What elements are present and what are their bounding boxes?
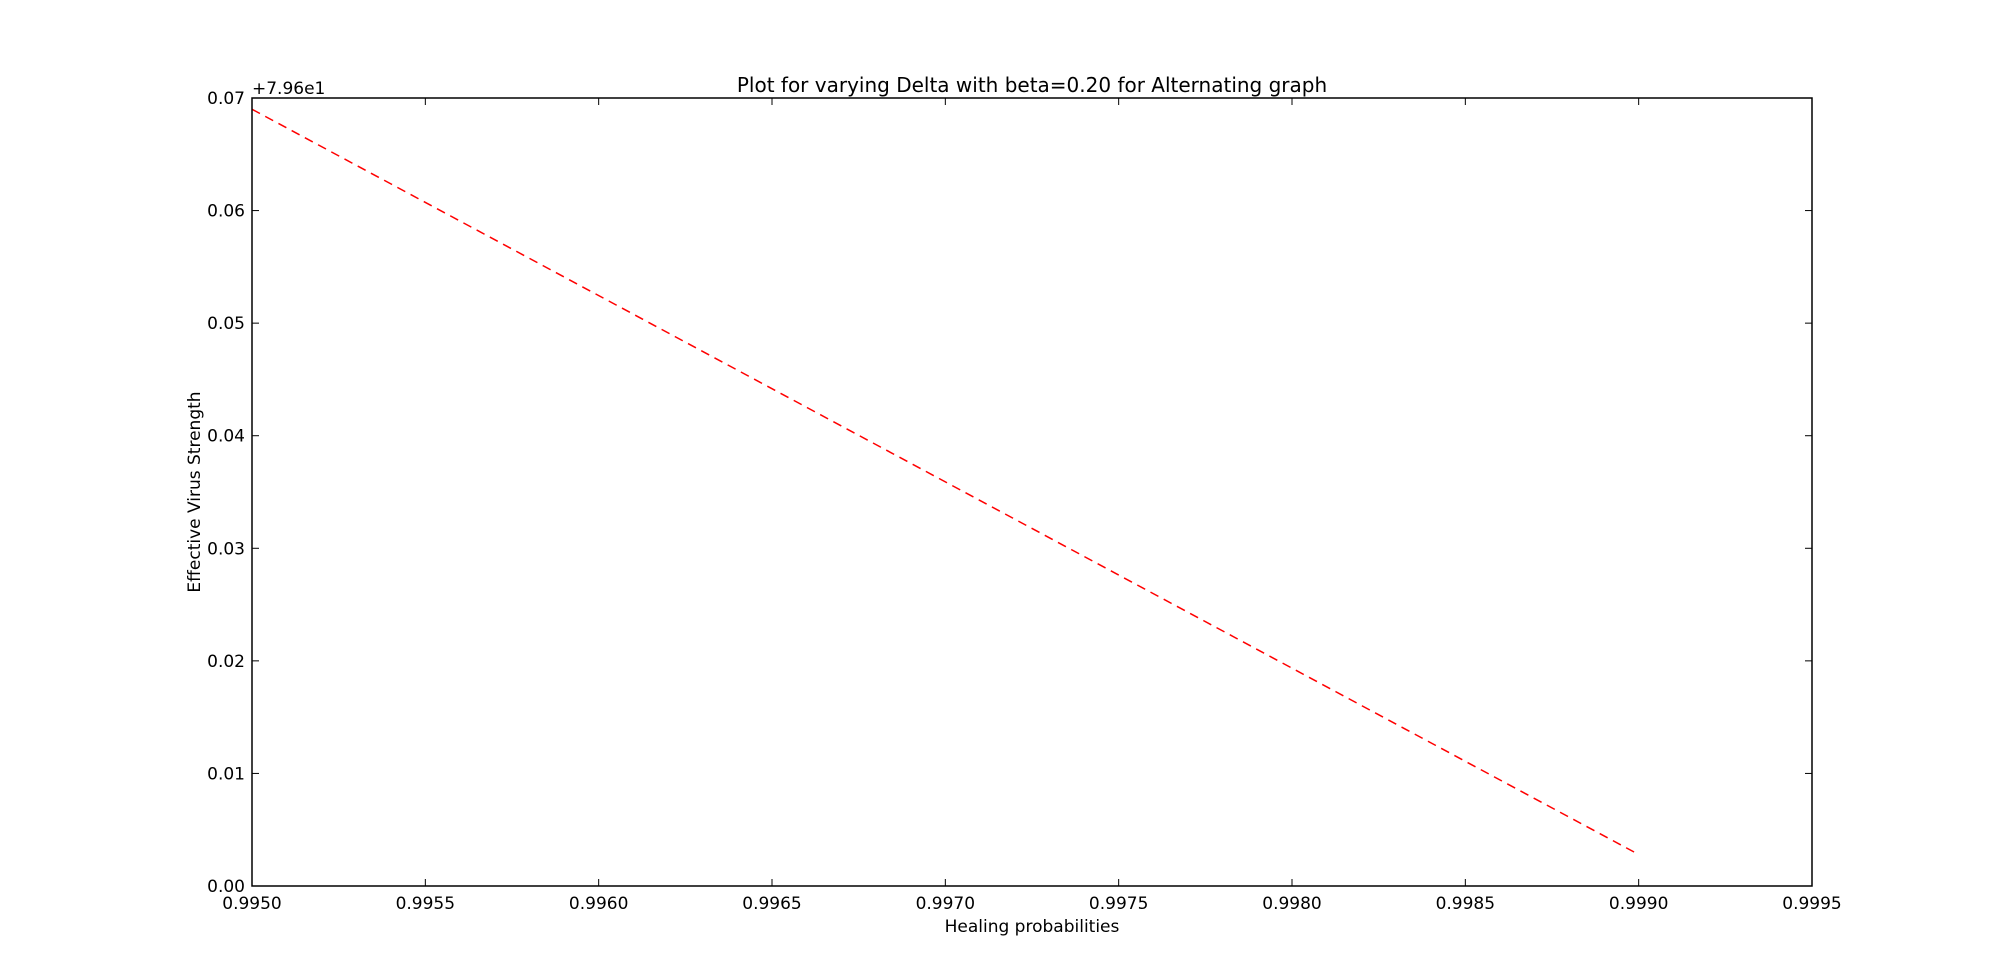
plot-area-frame	[251, 97, 1813, 887]
x-tick-label: 0.9950	[222, 894, 281, 914]
y-tick-label: 0.05	[207, 314, 245, 334]
series-line	[251, 108, 1640, 856]
x-tick-label: 0.9990	[1609, 894, 1668, 914]
y-tick-label: 0.06	[207, 202, 245, 222]
y-tick-label: 0.03	[207, 539, 245, 559]
y-tick-label: 0.04	[207, 427, 245, 447]
ticks-layer: 0.9950 0.9955 0.9960 0.9965 0.9970 0.9975 0.99…	[207, 89, 1842, 914]
y-tick-label: 0.02	[207, 652, 245, 672]
x-tick-label: 0.9960	[569, 894, 628, 914]
x-tick-label: 0.9980	[1262, 894, 1321, 914]
chart-title: Plot for varying Delta with beta=0.20 fo…	[737, 73, 1327, 97]
x-tick-label: 0.9955	[396, 894, 455, 914]
x-tick-label: 0.9970	[916, 894, 975, 914]
x-tick-label: 0.9975	[1089, 894, 1148, 914]
x-axis-label: Healing probabilities	[945, 917, 1120, 937]
y-axis-label: Effective Virus Strength	[185, 391, 205, 592]
y-tick-label: 0.01	[207, 764, 245, 784]
y-axis-offset-label: +7.96e1	[252, 79, 325, 99]
y-tick-label: 0.00	[207, 877, 245, 897]
x-tick-label: 0.9965	[742, 894, 801, 914]
series-layer	[251, 108, 1640, 856]
y-tick-label: 0.07	[207, 89, 245, 109]
x-tick-label: 0.9985	[1436, 894, 1495, 914]
x-tick-label: 0.9995	[1782, 894, 1841, 914]
